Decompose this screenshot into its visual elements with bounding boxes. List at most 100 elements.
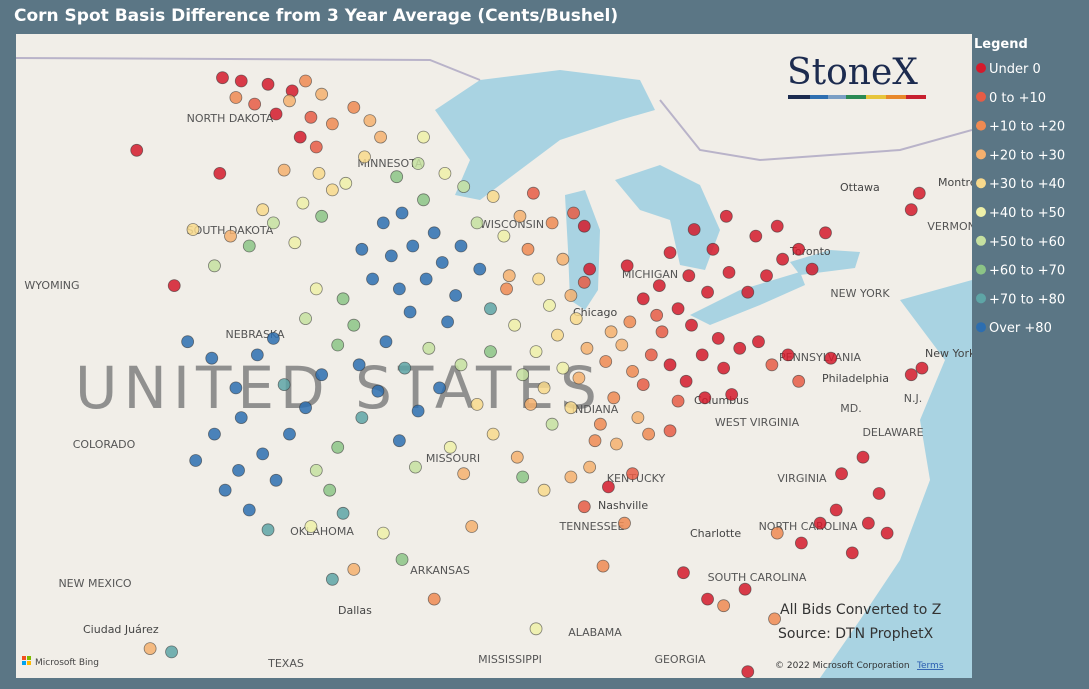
bid-dot — [486, 427, 500, 441]
place: ARKANSAS — [410, 564, 470, 577]
bid-dot — [363, 114, 377, 127]
bid-dot — [679, 374, 693, 388]
bid-dot — [741, 285, 755, 299]
bid-dot — [620, 259, 634, 273]
bid-dot — [819, 226, 832, 240]
bid-dot — [208, 427, 221, 441]
bid-dot — [454, 239, 468, 253]
bid-dot — [484, 302, 497, 316]
bid-dot — [417, 130, 430, 144]
bid-dot — [347, 563, 361, 576]
bid-dot — [309, 463, 323, 477]
bid-dot — [352, 358, 366, 372]
bid-dot — [502, 269, 516, 283]
bid-dot — [564, 401, 578, 415]
bid-dot — [577, 500, 591, 514]
place: MINNESOTA — [357, 157, 423, 170]
bid-dot — [529, 622, 543, 636]
bid-dot — [572, 371, 586, 385]
bid-dot — [717, 599, 731, 613]
bid-dot — [770, 526, 784, 540]
bid-dot — [856, 450, 870, 464]
bid-dot — [577, 275, 591, 289]
bid-dot — [545, 417, 559, 431]
bid-dot — [457, 180, 471, 194]
bid-dot — [304, 110, 318, 124]
bid-dot — [449, 289, 463, 302]
city: Charlotte — [690, 527, 741, 540]
legend: Under 0 0 to +10 +10 to +20 +20 to +30 +30 t… — [976, 62, 1065, 336]
bid-dot — [626, 467, 639, 481]
terms-link[interactable]: Terms — [916, 661, 944, 671]
bid-dot — [749, 229, 763, 243]
bid-dot — [248, 97, 262, 111]
bid-dot — [685, 318, 698, 332]
bid-dot — [556, 361, 570, 375]
bid-dot — [792, 374, 806, 388]
bid-dot — [181, 335, 195, 349]
city: Montreal — [938, 176, 986, 189]
bid-dot — [347, 318, 361, 332]
bid-dot — [725, 388, 739, 401]
bid-dot — [711, 331, 725, 345]
bid-dot — [358, 150, 371, 164]
bid-dot — [371, 384, 385, 398]
bid-dot — [347, 101, 361, 114]
place: DELAWARE — [862, 426, 923, 439]
bid-dot — [427, 226, 441, 240]
bid-dot — [722, 265, 736, 279]
legend-label: +10 to +20 — [989, 120, 1065, 135]
bid-dot — [406, 239, 420, 253]
bid-dot — [390, 170, 404, 184]
place: MD. — [840, 402, 861, 415]
bid-dot — [604, 325, 618, 339]
bid-dot — [186, 223, 200, 236]
bid-dot — [583, 262, 597, 276]
bid-dot — [701, 592, 714, 606]
bid-dot — [813, 516, 827, 530]
lake-michigan — [565, 190, 600, 310]
bid-dot — [261, 523, 275, 537]
bid-dot — [663, 246, 677, 260]
bid-dot — [682, 269, 696, 283]
legend-label: +20 to +30 — [989, 148, 1065, 163]
bid-dot — [229, 381, 243, 395]
legend-title: Legend — [974, 37, 1028, 52]
bid-dot — [663, 358, 677, 372]
bid-dot — [537, 381, 551, 395]
bid-dot — [312, 166, 326, 180]
logo-text: StoneX — [787, 52, 918, 93]
ocean — [820, 280, 972, 678]
legend-label: +40 to +50 — [989, 206, 1065, 221]
bid-dot — [650, 308, 664, 322]
bid-dot — [556, 252, 570, 266]
legend-swatch — [976, 322, 986, 333]
bid-dot — [526, 186, 540, 200]
bid-dot — [588, 434, 602, 448]
lake-huron — [615, 165, 720, 270]
legend-swatch — [976, 91, 986, 102]
legend-label: 0 to +10 — [989, 91, 1046, 106]
place: MISSOURI — [426, 452, 480, 465]
place: VERMONT — [927, 220, 982, 233]
title: Corn Spot Basis Difference from 3 Year A… — [14, 6, 618, 26]
bid-dot — [438, 166, 452, 180]
legend-label: +60 to +70 — [989, 264, 1065, 279]
bid-dot — [824, 351, 838, 365]
bid-dot — [331, 440, 345, 454]
place: NEW YORK — [830, 287, 890, 300]
bid-dot — [339, 176, 353, 190]
bid-dot — [435, 256, 449, 269]
bid-dot — [615, 338, 629, 352]
bid-dot — [781, 348, 795, 362]
bid-dot — [465, 520, 479, 533]
bid-dot — [213, 166, 227, 180]
bid-dot — [623, 315, 637, 329]
bid-dot — [398, 361, 412, 375]
bid-dot — [470, 397, 484, 411]
place: COLORADO — [73, 438, 136, 451]
bid-dot — [835, 467, 848, 481]
bid-dot — [915, 361, 929, 375]
legend-label: Under 0 — [989, 62, 1041, 77]
